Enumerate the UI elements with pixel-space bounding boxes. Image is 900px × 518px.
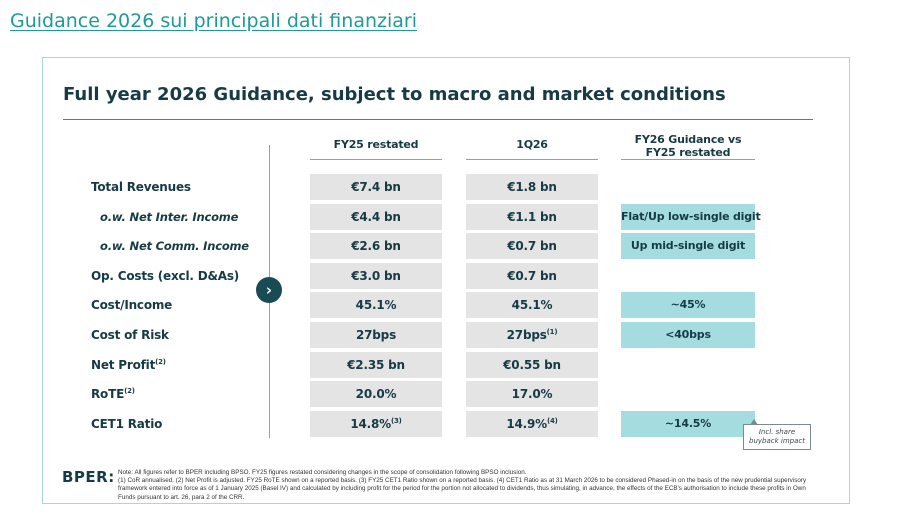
value-cell-c2: 17.0%	[466, 381, 598, 408]
value-cell-c2: €1.8 bn	[466, 174, 598, 200]
value-cell-c1: 27bps	[310, 322, 442, 348]
column-header-underline	[310, 159, 442, 160]
value-cell-c2: €1.1 bn	[466, 203, 598, 230]
table-row: RoTE(2) 20.0% 17.0%	[43, 381, 849, 408]
value-cell-c1: €3.0 bn	[310, 262, 442, 289]
row-label: Op. Costs (excl. D&As)	[91, 268, 240, 283]
buyback-callout: Incl. share buyback impact	[743, 424, 811, 450]
guidance-card: Full year 2026 Guidance, subject to macr…	[42, 57, 850, 504]
value-cell-c1: €2.6 bn	[310, 233, 442, 260]
column-header-1q26: 1Q26	[516, 138, 548, 152]
footnote-line: (1) CoR annualised. (2) Net Profit is ad…	[118, 477, 807, 501]
table-row: Cost/Income 45.1% 45.1% ~45%	[43, 292, 849, 319]
value-cell-c1: 14.8%(3)	[310, 410, 442, 437]
page-title: Guidance 2026 sui principali dati finanz…	[10, 10, 417, 32]
column-header-fy25: FY25 restated	[333, 138, 419, 152]
value-cell-c2: €0.55 bn	[466, 351, 598, 378]
value-cell-c2: 14.9%(4)	[466, 410, 598, 437]
row-label: o.w. Net Inter. Income	[100, 209, 239, 224]
guidance-cell: <40bps	[621, 322, 755, 348]
row-label: o.w. Net Comm. Income	[100, 239, 249, 254]
value-cell-c1: 45.1%	[310, 292, 442, 319]
value-cell-c1: 20.0%	[310, 381, 442, 408]
table-row: Op. Costs (excl. D&As) €3.0 bn €0.7 bn	[43, 262, 849, 289]
value-cell-c1: €7.4 bn	[310, 174, 442, 200]
table-row: Net Profit(2) €2.35 bn €0.55 bn	[43, 351, 849, 378]
card-title: Full year 2026 Guidance, subject to macr…	[63, 84, 726, 105]
row-label: RoTE(2)	[91, 387, 135, 402]
footnotes: Note: All figures refer to BPER includin…	[118, 469, 813, 502]
guidance-cell: ~14.5%	[621, 410, 755, 437]
value-cell-c2: 27bps(1)	[466, 322, 598, 348]
table-row: Total Revenues €7.4 bn €1.8 bn	[43, 174, 849, 200]
row-label: Cost/Income	[91, 298, 173, 313]
guidance-cell: Up mid-single digit	[621, 233, 755, 260]
value-cell-c2: €0.7 bn	[466, 262, 598, 289]
value-cell-c1: €4.4 bn	[310, 203, 442, 230]
table-row: o.w. Net Comm. Income €2.6 bn €0.7 bn Up mi…	[43, 233, 849, 260]
value-cell-c2: €0.7 bn	[466, 233, 598, 260]
row-label: Cost of Risk	[91, 328, 169, 342]
guidance-cell: Flat/Up low-single digit	[621, 203, 761, 230]
column-header-guidance: FY26 Guidance vs FY25 restated	[634, 132, 742, 160]
footnote-line: Note: All figures refer to BPER includin…	[118, 469, 527, 476]
table-row: CET1 Ratio 14.8%(3) 14.9%(4) ~14.5%	[43, 410, 849, 437]
callout-pointer	[750, 419, 758, 425]
value-cell-c2: 45.1%	[466, 292, 598, 319]
row-label: Total Revenues	[91, 180, 191, 194]
column-header-underline	[621, 159, 755, 160]
table-row: o.w. Net Inter. Income €4.4 bn €1.1 bn Flat…	[43, 203, 849, 230]
table-row: Cost of Risk 27bps 27bps(1) <40bps	[43, 322, 849, 348]
title-divider	[63, 119, 813, 120]
guidance-cell: ~45%	[621, 292, 755, 319]
row-label: CET1 Ratio	[91, 416, 163, 431]
column-header-underline	[466, 159, 598, 160]
value-cell-c1: €2.35 bn	[310, 351, 442, 378]
bper-logo: BPER:	[62, 468, 115, 486]
chevron-right-icon[interactable]: ›	[256, 277, 282, 303]
row-label: Net Profit(2)	[91, 357, 166, 372]
